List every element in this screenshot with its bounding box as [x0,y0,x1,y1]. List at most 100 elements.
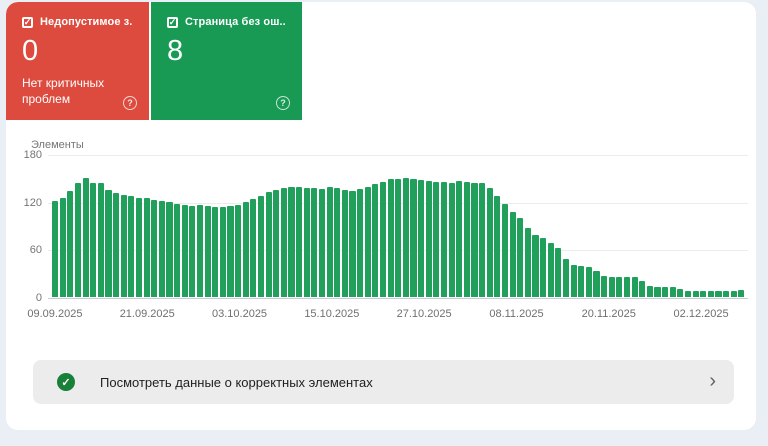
bar[interactable] [326,187,333,297]
view-valid-items-banner[interactable]: ✓ Посмотреть данные о корректных элемент… [33,360,734,404]
bar[interactable] [509,211,516,297]
chevron-right-icon[interactable]: › [709,369,716,392]
bar[interactable] [684,290,691,297]
bar[interactable] [456,181,463,297]
bar[interactable] [120,195,127,297]
bar[interactable] [135,197,142,297]
bar[interactable] [631,277,638,297]
bar[interactable] [562,259,569,297]
bar[interactable] [646,285,653,297]
bar[interactable] [402,177,409,297]
bar[interactable] [700,290,707,297]
bar[interactable] [196,204,203,297]
bar[interactable] [639,281,646,297]
bar[interactable] [349,190,356,297]
bar[interactable] [433,181,440,297]
bar[interactable] [601,275,608,297]
bar[interactable] [692,290,699,297]
bar[interactable] [296,187,303,297]
bar[interactable] [448,182,455,297]
error-status-card[interactable]: ✓ Недопустимое з... 0 Нет критичных проб… [6,2,149,120]
bar[interactable] [52,200,59,297]
bar[interactable] [105,189,112,297]
bar[interactable] [532,234,539,297]
bar[interactable] [311,188,318,297]
bar[interactable] [425,181,432,297]
bar[interactable] [357,188,364,297]
bar[interactable] [158,200,165,297]
bar[interactable] [608,276,615,297]
bar[interactable] [524,228,531,297]
bar[interactable] [440,181,447,297]
bar[interactable] [318,188,325,297]
bar[interactable] [227,206,234,297]
bar[interactable] [707,290,714,297]
y-tick-label: 180 [23,149,42,161]
bar[interactable] [235,204,242,297]
bar[interactable] [379,181,386,297]
bar[interactable] [677,289,684,297]
help-icon[interactable]: ? [276,96,290,110]
bar[interactable] [662,286,669,297]
bar[interactable] [242,202,249,297]
bar[interactable] [280,188,287,297]
bar[interactable] [273,189,280,297]
bar[interactable] [128,196,135,297]
bar[interactable] [181,204,188,297]
bar[interactable] [517,218,524,297]
bar[interactable] [90,182,97,297]
bar[interactable] [174,203,181,297]
bar[interactable] [364,186,371,297]
bar[interactable] [250,199,257,297]
bar[interactable] [540,237,547,297]
bar[interactable] [166,202,173,297]
bar[interactable] [494,196,501,297]
bar[interactable] [730,291,737,297]
help-icon[interactable]: ? [123,96,137,110]
bar[interactable] [395,178,402,297]
bar[interactable] [82,177,89,297]
bar[interactable] [113,192,120,297]
bar[interactable] [555,248,562,297]
bar[interactable] [334,188,341,297]
bar[interactable] [387,179,394,297]
bar[interactable] [501,203,508,297]
bar[interactable] [265,192,272,297]
bar[interactable] [486,188,493,297]
bar[interactable] [303,188,310,297]
bar[interactable] [738,289,745,297]
bar[interactable] [471,182,478,297]
bar[interactable] [654,286,661,297]
bar[interactable] [669,286,676,297]
bar[interactable] [623,276,630,297]
bar[interactable] [570,264,577,297]
bar[interactable] [143,198,150,297]
bar[interactable] [723,291,730,297]
bar[interactable] [372,184,379,297]
bar[interactable] [410,178,417,297]
bar[interactable] [257,196,264,297]
bar[interactable] [59,198,66,297]
valid-filter-checkbox[interactable]: ✓ [167,16,178,28]
bar[interactable] [547,242,554,297]
bar[interactable] [585,267,592,297]
bar[interactable] [418,180,425,297]
bar[interactable] [97,182,104,297]
bar[interactable] [189,205,196,297]
bar[interactable] [151,199,158,297]
bar[interactable] [204,206,211,297]
bar[interactable] [715,291,722,297]
bar[interactable] [219,207,226,297]
bar[interactable] [479,183,486,297]
bar[interactable] [341,189,348,297]
bar[interactable] [463,181,470,297]
error-filter-checkbox[interactable]: ✓ [22,16,33,28]
bar[interactable] [593,270,600,297]
valid-status-card[interactable]: ✓ Страница без ош... 8 ? [151,2,302,120]
bar[interactable] [212,207,219,297]
bar[interactable] [578,266,585,297]
bar[interactable] [288,187,295,297]
bar[interactable] [616,276,623,297]
bar[interactable] [74,183,81,297]
bar[interactable] [67,191,74,297]
